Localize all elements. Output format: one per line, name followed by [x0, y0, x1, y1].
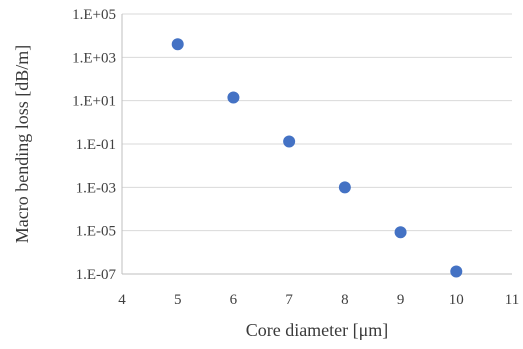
x-axis-title: Core diameter [μm] [246, 320, 389, 340]
data-point [394, 226, 407, 239]
x-tick-label: 7 [285, 292, 293, 308]
axes [121, 14, 512, 275]
x-tick-label: 4 [118, 292, 126, 308]
y-tick-label: 1.E-03 [76, 180, 116, 196]
data-point [283, 135, 296, 148]
x-tick-labels: 4 5 6 7 8 9 10 11 [118, 292, 519, 308]
x-tick-label: 9 [397, 292, 405, 308]
y-tick-label: 1.E+05 [72, 7, 116, 23]
y-tick-label: 1.E-01 [76, 137, 116, 153]
x-tick-label: 8 [341, 292, 349, 308]
data-point [171, 38, 184, 51]
x-tick-label: 6 [230, 292, 238, 308]
x-tick-label: 11 [505, 292, 519, 308]
y-axis-title: Macro bending loss [dB/m] [12, 45, 32, 243]
x-tick-label: 10 [449, 292, 464, 308]
data-points [171, 38, 463, 278]
y-tick-label: 1.E-05 [76, 224, 116, 240]
y-tick-label: 1.E-07 [76, 267, 117, 283]
y-tick-label: 1.E+03 [72, 50, 116, 66]
x-tick-label: 5 [174, 292, 182, 308]
y-tick-labels: 1.E-07 1.E-05 1.E-03 1.E-01 1.E+01 1.E+03 1.E+… [72, 7, 116, 283]
grid-lines [122, 13, 512, 232]
data-point [338, 181, 351, 194]
y-tick-label: 1.E+01 [72, 94, 116, 110]
data-point [227, 91, 240, 104]
data-point [450, 265, 463, 278]
